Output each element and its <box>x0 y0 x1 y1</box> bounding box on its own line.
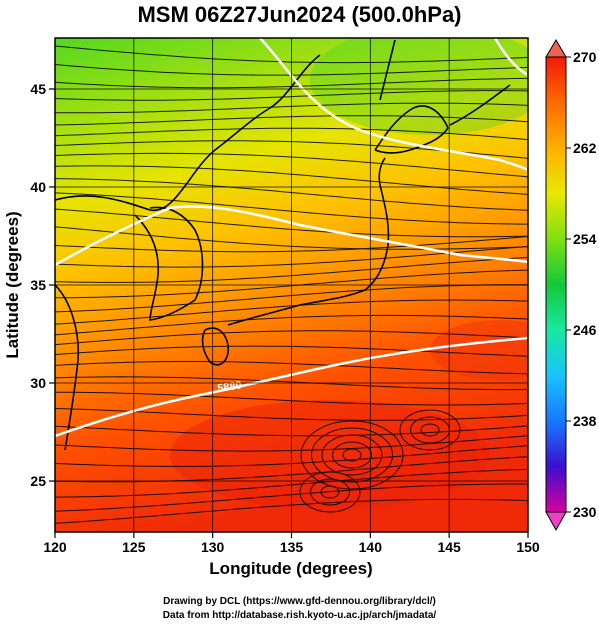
streamline <box>55 152 528 178</box>
coastline-honshu <box>227 157 390 326</box>
wind-streamlines <box>55 45 528 524</box>
streamline-eddy <box>310 478 350 506</box>
coastline-sakhalin <box>379 39 396 101</box>
streamline <box>55 468 528 498</box>
streamline <box>55 226 528 250</box>
streamline <box>55 236 528 253</box>
colorbar-bottom-arrow <box>545 511 567 532</box>
streamline <box>55 330 528 346</box>
y-tick-label: 35 <box>30 277 46 293</box>
colorbar-tick-label: 262 <box>573 140 597 156</box>
y-tick-label: 25 <box>30 473 46 489</box>
streamline <box>55 456 528 483</box>
coastline-kyushu <box>201 327 230 366</box>
contour-middle <box>55 205 528 267</box>
y-axis-ticks: 25 30 35 40 45 <box>30 81 55 489</box>
streamline <box>55 115 528 126</box>
streamline <box>55 165 528 195</box>
streamline <box>55 77 528 89</box>
streamline <box>55 192 528 225</box>
streamline-eddy <box>320 485 340 499</box>
streamline-eddy <box>399 409 461 451</box>
streamline <box>55 178 528 211</box>
streamline-eddy <box>332 441 372 469</box>
streamline <box>55 445 528 467</box>
y-tick-label: 45 <box>30 81 46 97</box>
x-tick-label: 135 <box>280 539 304 555</box>
colorbar-tick-label: 254 <box>573 231 597 247</box>
colorbar-tick-label: 230 <box>573 504 597 520</box>
colorbar-tick-label: 270 <box>573 49 597 65</box>
streamline <box>55 102 528 114</box>
coastline-china <box>55 54 321 211</box>
streamline-eddy <box>420 423 440 437</box>
streamline <box>55 483 528 512</box>
streamline <box>55 256 528 283</box>
colorbar-gradient <box>545 56 567 513</box>
streamline <box>55 127 528 141</box>
x-axis-title: Longitude (degrees) <box>209 559 372 578</box>
streamline <box>55 391 528 406</box>
warm-core-south <box>170 400 490 510</box>
figure-title: MSM 06Z27Jun2024 (500.0hPa) <box>137 2 462 27</box>
streamline <box>55 269 528 299</box>
streamline <box>55 284 528 313</box>
streamline <box>55 299 528 325</box>
contour-north-east <box>493 38 528 77</box>
lat-lon-grid <box>55 38 528 532</box>
height-contours <box>55 38 528 438</box>
y-tick-label: 30 <box>30 375 46 391</box>
streamline-eddy <box>342 448 362 462</box>
streamline <box>55 498 528 524</box>
x-tick-label: 125 <box>122 539 146 555</box>
streamline <box>55 435 528 452</box>
colorbar-tick-label: 238 <box>573 413 597 429</box>
x-tick-label: 150 <box>516 539 540 555</box>
x-tick-label: 120 <box>43 539 67 555</box>
coastline-east-china <box>55 284 80 451</box>
contour-north <box>259 38 528 172</box>
streamline <box>55 376 528 391</box>
streamline-eddy <box>311 427 393 483</box>
colorbar-tick-label: 246 <box>573 322 597 338</box>
streamline <box>55 90 528 101</box>
colorbar-ticks: 270 262 254 246 238 230 <box>566 49 597 520</box>
warm-core-east <box>430 320 528 380</box>
colorbar-top-arrow <box>545 39 567 58</box>
credit-drawing: Drawing by DCL (https://www.gfd-dennou.o… <box>163 596 436 607</box>
streamline-eddy <box>299 471 361 513</box>
coastline-korea <box>134 206 204 321</box>
y-tick-label: 40 <box>30 179 46 195</box>
streamline <box>55 345 528 357</box>
x-tick-label: 145 <box>437 539 461 555</box>
contour-5880 <box>55 336 528 438</box>
x-tick-label: 130 <box>201 539 225 555</box>
streamline-eddy <box>300 420 404 490</box>
streamline <box>55 45 528 64</box>
streamline <box>55 361 528 375</box>
streamline <box>55 314 528 336</box>
colorbar: 270 262 254 246 238 230 <box>545 39 597 532</box>
streamline <box>55 425 528 437</box>
x-axis-ticks: 120 125 130 135 140 145 150 <box>43 532 540 555</box>
y-axis-title: Latitude (degrees) <box>3 211 22 358</box>
credit-data-source: Data from http://database.rish.kyoto-u.a… <box>162 610 437 621</box>
x-tick-label: 140 <box>359 539 383 555</box>
cool-area-north <box>310 38 528 135</box>
streamline-eddy <box>321 434 383 476</box>
streamline <box>55 208 528 238</box>
coastline-hokkaido <box>374 105 449 154</box>
